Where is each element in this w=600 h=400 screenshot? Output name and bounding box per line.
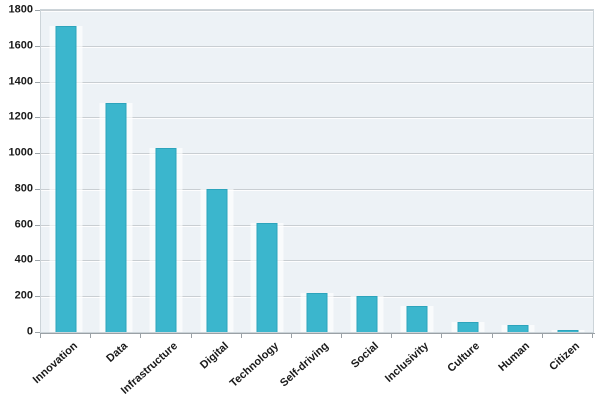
gridline — [41, 81, 593, 83]
bar-slot — [342, 10, 392, 332]
y-axis-tick — [35, 10, 40, 11]
y-axis-tick — [35, 260, 40, 262]
x-axis-category-label: Inclusivity — [383, 340, 432, 385]
x-axis-tick — [240, 334, 242, 338]
bar-slot — [192, 10, 242, 332]
bar-slot — [242, 10, 292, 332]
x-axis-tick — [90, 334, 92, 338]
y-axis-tick-label: 1400 — [8, 75, 33, 88]
x-axis-tick — [190, 334, 192, 338]
y-axis-tick — [35, 224, 40, 226]
y-axis-tick-label: 1800 — [8, 3, 33, 16]
y-axis-tick — [35, 45, 40, 47]
x-axis-tick — [592, 334, 593, 338]
bar-slot — [141, 10, 191, 332]
bar-slot — [392, 10, 442, 332]
x-axis-category-label: Human — [496, 340, 532, 374]
x-axis-tick — [341, 334, 343, 338]
x-axis-category-label: Data — [104, 340, 131, 365]
bar-slot — [543, 10, 593, 332]
y-axis-tick — [35, 332, 40, 333]
gridline — [41, 117, 593, 119]
x-axis-category-label: Innovation — [30, 340, 81, 387]
x-axis-category-label: Citizen — [547, 340, 582, 374]
x-axis-tick — [391, 334, 393, 338]
y-axis-tick-label: 1600 — [8, 39, 33, 52]
gridline — [41, 260, 593, 262]
bar-slot — [443, 10, 493, 332]
x-axis-line — [40, 333, 595, 334]
gridline — [41, 224, 593, 226]
x-axis-tick — [441, 334, 443, 338]
y-axis-tick-label: 1200 — [8, 110, 33, 123]
bar — [406, 306, 428, 332]
gridline — [41, 153, 593, 155]
y-axis-tick — [35, 153, 40, 155]
bar-slot — [493, 10, 543, 332]
x-axis-category-label: Social — [349, 340, 382, 371]
x-axis-category-label: Digital — [197, 340, 231, 372]
x-axis-category-label: Culture — [444, 340, 482, 375]
x-axis-tick — [140, 334, 142, 338]
bar — [457, 322, 479, 332]
gridline — [41, 10, 593, 11]
plot-area — [40, 9, 594, 333]
bar — [306, 292, 328, 332]
x-axis-category-label: Self-driving — [278, 340, 332, 390]
bars — [41, 10, 593, 332]
y-axis-tick-label: 400 — [14, 253, 33, 266]
bar — [55, 26, 77, 332]
bar — [105, 103, 127, 332]
bar — [557, 330, 579, 332]
bar-slot — [41, 10, 91, 332]
bar-slot — [91, 10, 141, 332]
y-axis-tick — [35, 296, 40, 298]
bar — [206, 188, 228, 332]
gridline — [41, 45, 593, 47]
bar — [256, 222, 278, 332]
y-axis-tick — [35, 117, 40, 119]
y-axis-tick — [35, 81, 40, 83]
gridline — [41, 188, 593, 190]
y-axis-tick-label: 600 — [14, 218, 33, 231]
x-axis-tick — [290, 334, 292, 338]
x-axis-tick — [40, 334, 41, 338]
y-axis-tick-label: 0 — [26, 325, 33, 338]
x-axis-category-label: Technology — [227, 340, 281, 390]
x-axis-tick — [491, 334, 493, 338]
x-axis-tick — [541, 334, 543, 338]
y-axis-tick-label: 200 — [14, 289, 33, 302]
bar — [155, 147, 177, 332]
y-axis-tick-label: 800 — [14, 182, 33, 195]
y-axis-tick-label: 1000 — [8, 146, 33, 159]
bar-slot — [292, 10, 342, 332]
bar — [356, 296, 378, 332]
y-axis-tick — [35, 188, 40, 190]
bar — [507, 324, 529, 332]
